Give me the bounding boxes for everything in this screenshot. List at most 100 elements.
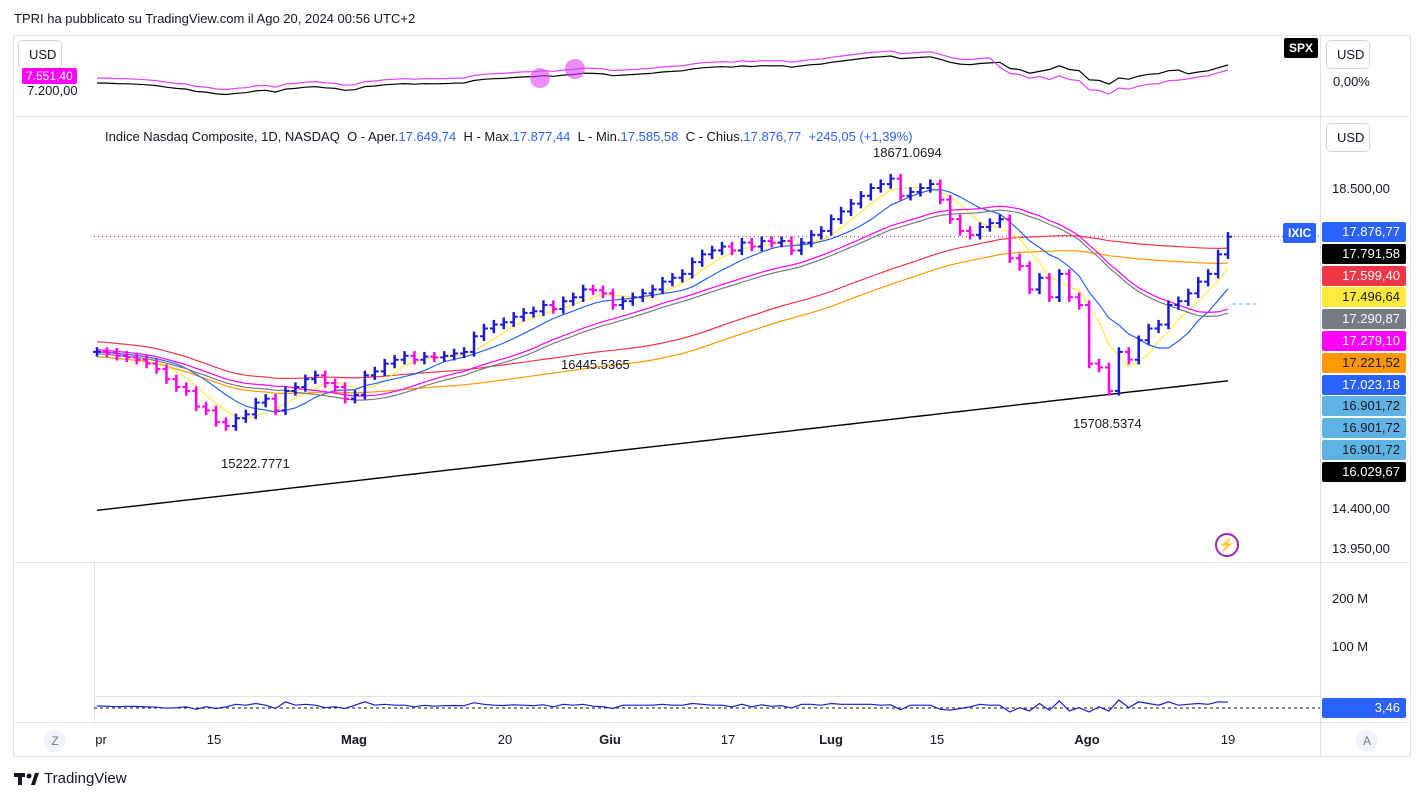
ohlc-bar xyxy=(172,374,181,392)
ohlc-bar xyxy=(93,347,101,357)
y-label-13950: 13.950,00 xyxy=(1332,541,1390,556)
ohlc-bar xyxy=(231,413,240,431)
x-axis-label: 19 xyxy=(1220,732,1236,747)
ohlc-bar xyxy=(1184,288,1193,306)
ohlc-bar xyxy=(598,285,607,299)
volume-label-100m: 100 M xyxy=(1332,639,1369,654)
ohlc-bar xyxy=(509,312,518,327)
ohlc-bar xyxy=(668,273,677,287)
marker-circle-1 xyxy=(530,68,550,88)
reset-zoom-button[interactable]: Z xyxy=(44,730,66,752)
ohlc-bar xyxy=(1144,323,1153,345)
ohlc-bar xyxy=(1204,269,1213,287)
x-axis-label: 15 xyxy=(206,732,222,747)
ohlc-bar xyxy=(886,173,895,189)
auto-scale-button[interactable]: A xyxy=(1356,730,1378,752)
ohlc-bar xyxy=(390,355,399,369)
legend-open-value: 17.649,74 xyxy=(398,129,457,144)
currency-button-top-right[interactable]: USD xyxy=(1326,40,1370,69)
currency-button-top-left[interactable]: USD xyxy=(18,40,62,69)
pane-separator-volume[interactable] xyxy=(94,696,1320,697)
volume-left-edge xyxy=(94,563,95,722)
legend-close-value: 17.876,77 xyxy=(743,129,802,144)
ohlc-bar xyxy=(757,236,766,252)
lightning-icon[interactable]: ⚡ xyxy=(1215,533,1239,557)
ohlc-bar xyxy=(856,191,865,209)
ohlc-bar xyxy=(460,347,469,359)
ohlc-bar xyxy=(132,352,141,365)
y-label-14400: 14.400,00 xyxy=(1332,501,1390,516)
ohlc-bar xyxy=(767,236,776,248)
ohlc-bar xyxy=(1045,273,1054,302)
ma-red-line xyxy=(96,235,1229,380)
y-label-18500: 18.500,00 xyxy=(1332,181,1390,196)
ohlc-bar xyxy=(966,226,975,240)
ohlc-bar xyxy=(866,183,875,201)
ohlc-bar xyxy=(321,370,330,388)
ohlc-bar xyxy=(1114,347,1123,396)
ohlc-bar xyxy=(698,249,707,267)
legend-high-label: H - Max. xyxy=(463,129,513,144)
ma-gray-line xyxy=(96,209,1229,401)
x-axis-label: 20 xyxy=(497,732,513,747)
ohlc-bar xyxy=(737,237,746,256)
ohlc-bar xyxy=(102,347,111,358)
ohlc-bar xyxy=(1174,296,1183,310)
legend-symbol-name[interactable]: Indice Nasdaq Composite, 1D, NASDAQ xyxy=(105,129,340,144)
ohlc-bar xyxy=(837,206,846,224)
ohlc-bar xyxy=(747,237,756,252)
price-tag: 16.901,72 xyxy=(1322,440,1406,460)
ohlc-bar xyxy=(648,284,657,299)
ohlc-bar xyxy=(807,230,816,248)
ohlc-bar xyxy=(519,308,528,322)
top-left-value-tag: 7.551,40 xyxy=(22,68,77,84)
ohlc-bar xyxy=(499,317,508,330)
ohlc-bar xyxy=(221,417,230,431)
legend-open-label: O - Aper. xyxy=(347,129,399,144)
pane-separator-osc[interactable] xyxy=(14,722,1410,723)
ohlc-bar xyxy=(1214,249,1223,279)
tradingview-logo-icon xyxy=(14,772,39,785)
ohlc-bar xyxy=(688,257,697,279)
ohlc-bar xyxy=(410,351,419,365)
ohlc-bar xyxy=(400,351,409,365)
price-tag: 17.599,40 xyxy=(1322,265,1406,286)
ohlc-bar xyxy=(678,269,687,283)
ohlc-bar xyxy=(1085,300,1094,369)
ohlc-bar xyxy=(847,198,855,217)
legend-low-label: L - Min. xyxy=(577,129,621,144)
ohlc-bar xyxy=(817,226,826,240)
ohlc-bar xyxy=(718,241,727,256)
ohlc-bar xyxy=(608,288,617,310)
price-tag: 17.279,10 xyxy=(1322,331,1406,351)
ohlc-bar xyxy=(291,382,300,396)
ohlc-bar xyxy=(360,370,369,400)
currency-button-main[interactable]: USD xyxy=(1326,123,1370,152)
tradingview-brand: TradingView xyxy=(44,770,127,787)
x-axis-label: 15 xyxy=(929,732,945,747)
x-axis-label: Mag xyxy=(341,732,367,747)
pane-separator-main[interactable] xyxy=(14,562,1410,563)
top-compare-lines xyxy=(96,50,1229,96)
published-header: TPRI ha pubblicato su TradingView.com il… xyxy=(14,11,416,26)
oscillator-pane xyxy=(94,699,1320,713)
x-axis-label: Ago xyxy=(1074,732,1100,747)
ohlc-bar xyxy=(1015,253,1024,271)
spx-compare-line xyxy=(96,55,1229,96)
ohlc-bar xyxy=(1224,232,1232,260)
ohlc-bar xyxy=(975,222,984,240)
ohlc-bar xyxy=(956,214,965,236)
volume-label-200m: 200 M xyxy=(1332,591,1369,606)
ohlc-bar xyxy=(708,245,717,260)
pane-separator-top[interactable] xyxy=(14,116,1410,117)
ohlc-bar xyxy=(1075,292,1084,310)
ohlc-bar xyxy=(440,351,449,363)
price-tag: 16.029,67 xyxy=(1322,461,1406,482)
ohlc-bar xyxy=(906,187,915,201)
ohlc-bar xyxy=(241,409,250,423)
ohlc-bar xyxy=(1154,319,1163,334)
ohlc-bar xyxy=(995,214,1004,228)
legend-low-value: 17.585,58 xyxy=(620,129,679,144)
ohlc-bar xyxy=(1005,214,1014,263)
